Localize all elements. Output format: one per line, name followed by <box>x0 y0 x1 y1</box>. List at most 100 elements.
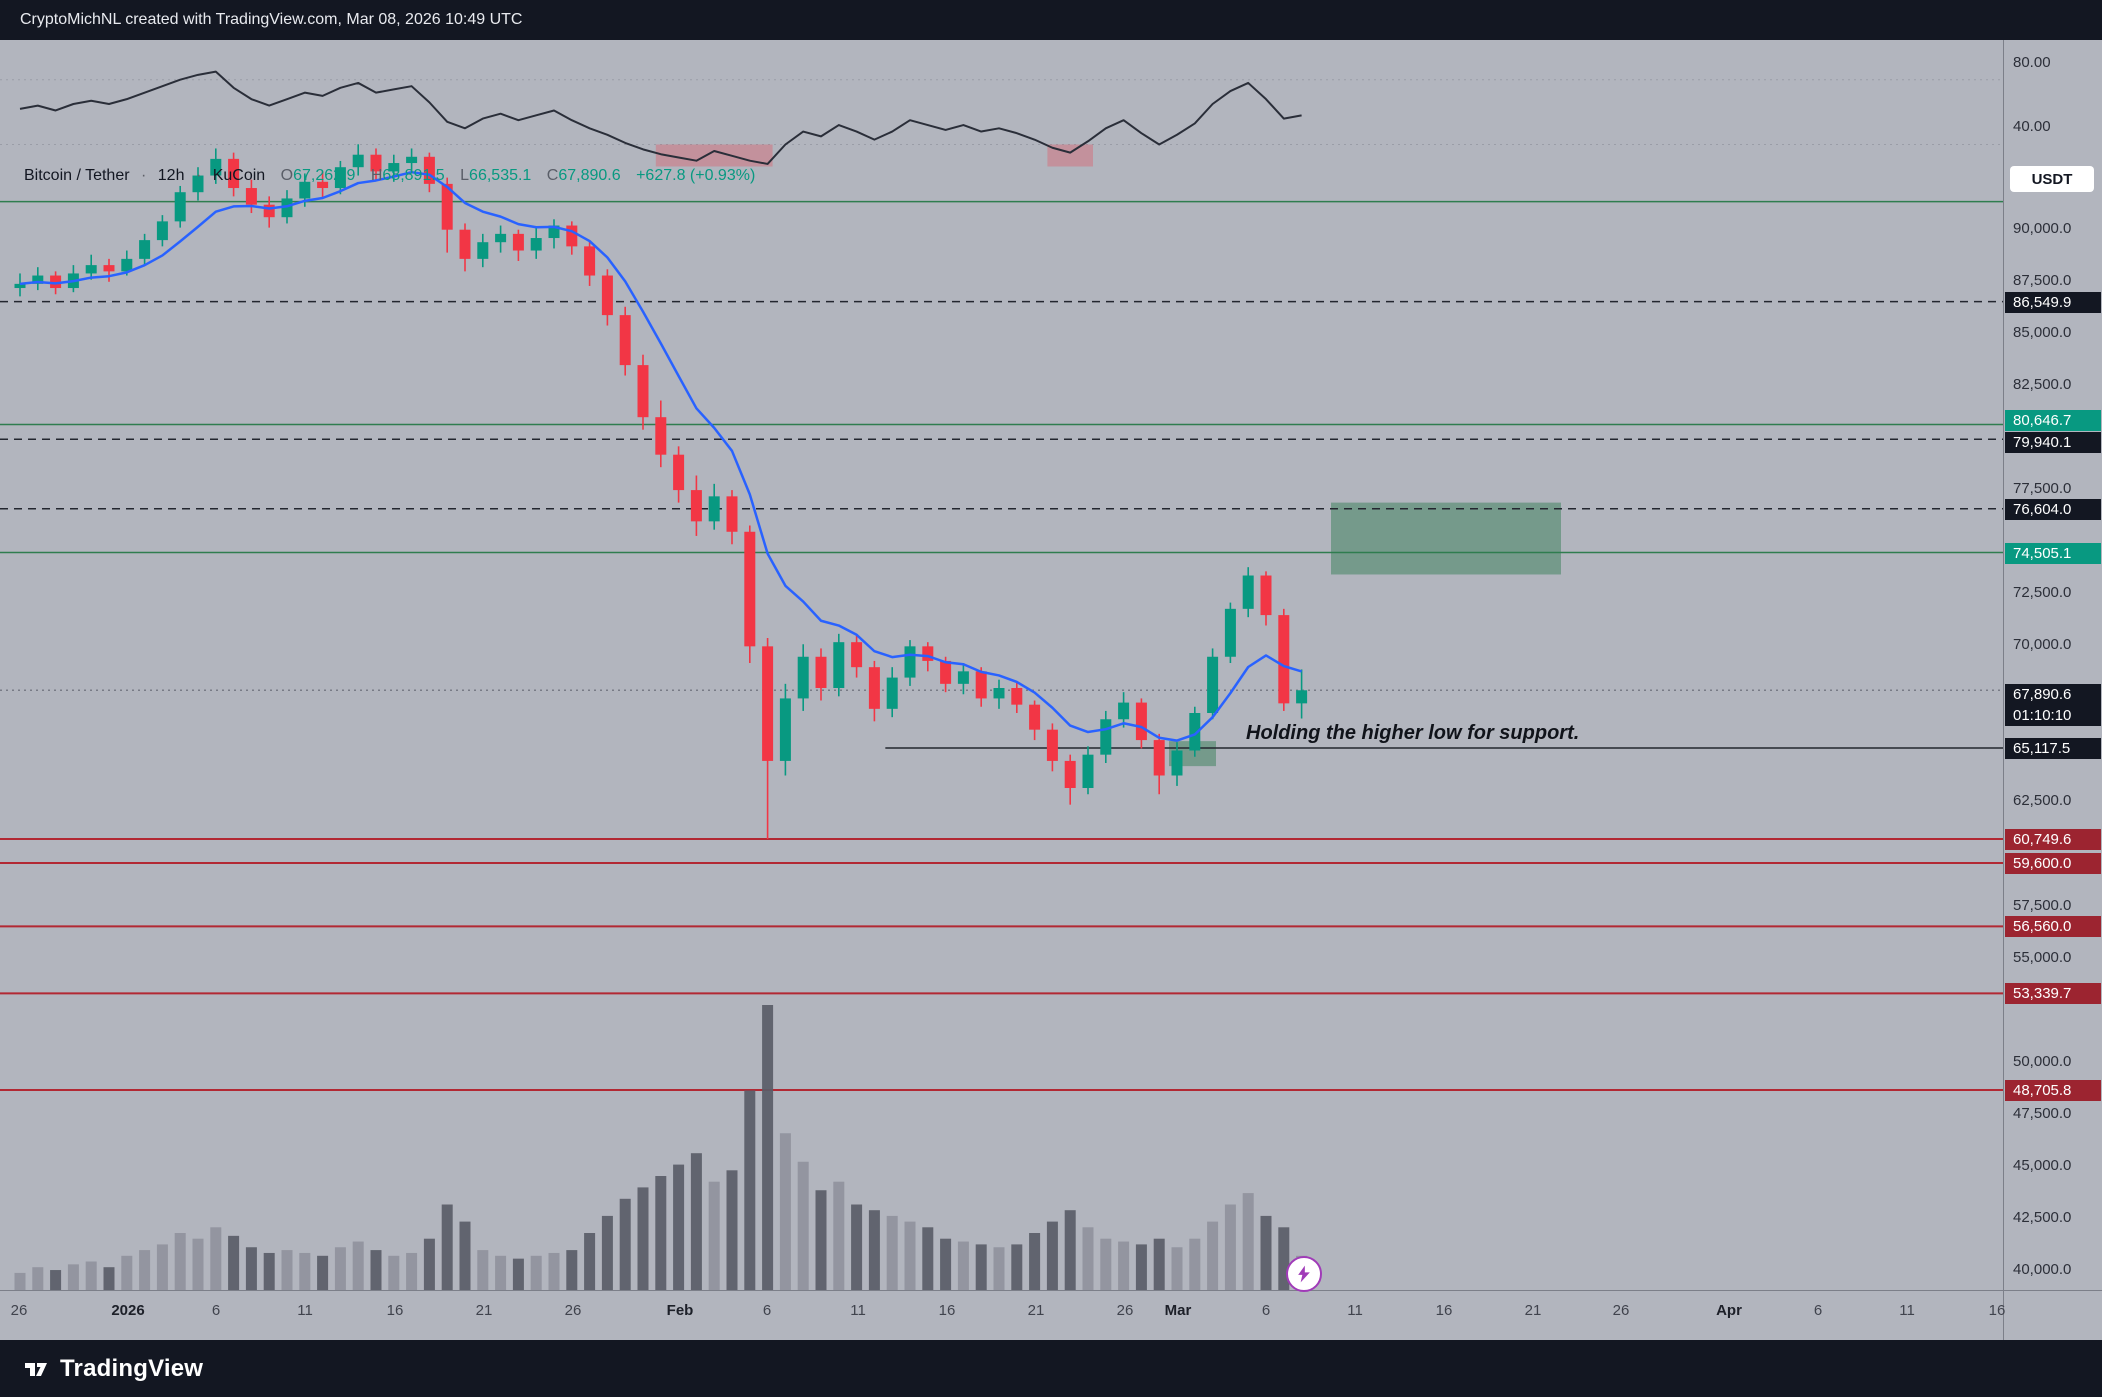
candle-body <box>797 656 809 699</box>
volume-bar <box>886 1215 898 1290</box>
volume-bar <box>299 1252 311 1290</box>
lightning-icon <box>1298 1265 1310 1283</box>
candle-body <box>744 531 756 647</box>
time-axis-label: 16 <box>938 1302 956 1319</box>
volume-bar <box>975 1244 987 1290</box>
volume-bar <box>1242 1193 1254 1290</box>
candle-body <box>1100 719 1112 755</box>
price-level-badge: 56,560.0 <box>2005 915 2101 937</box>
lightning-button[interactable] <box>1286 1256 1322 1292</box>
time-axis-label: 26 <box>10 1302 28 1319</box>
time-axis-label: 16 <box>386 1302 404 1319</box>
volume-bar <box>993 1247 1005 1290</box>
volume-bar <box>637 1187 649 1290</box>
volume-bar <box>1224 1204 1236 1290</box>
volume-bar <box>1171 1247 1183 1290</box>
candle-body <box>370 154 382 172</box>
price-axis-label: 40,000.0 <box>2013 1261 2072 1278</box>
volume-bar <box>228 1235 240 1290</box>
candle-body <box>904 646 916 678</box>
candle-body <box>1064 760 1076 788</box>
volume-bar <box>851 1204 863 1290</box>
volume-bar <box>1029 1233 1041 1290</box>
price-axis-label: 47,500.0 <box>2013 1105 2072 1122</box>
time-axis-label: 6 <box>1813 1302 1823 1319</box>
candle-body <box>1046 729 1058 761</box>
volume-bar <box>1153 1238 1165 1290</box>
symbol-name[interactable]: Bitcoin / Tether <box>24 167 130 184</box>
low-label: L <box>460 167 470 184</box>
candle-body <box>245 188 257 205</box>
price-level-badge: 76,604.0 <box>2005 498 2101 520</box>
tradingview-logo[interactable] <box>22 1355 50 1383</box>
price-axis-label: 82,500.0 <box>2013 376 2072 393</box>
volume-bar <box>1046 1221 1058 1290</box>
time-axis-label: 2026 <box>111 1302 145 1319</box>
volume-bar <box>744 1090 756 1290</box>
rsi-line <box>19 70 1302 165</box>
candle-body <box>726 496 738 532</box>
price-axis-label: 90,000.0 <box>2013 220 2072 237</box>
price-axis-label: 45,000.0 <box>2013 1157 2072 1174</box>
high-label: H <box>370 167 383 184</box>
candle-body <box>833 642 845 689</box>
candle-body <box>1135 702 1147 741</box>
candle-body <box>174 192 186 222</box>
volume-bar <box>441 1204 453 1290</box>
price-axis-label: 70,000.0 <box>2013 636 2072 653</box>
volume-bar <box>833 1181 845 1290</box>
volume-bar <box>1118 1241 1130 1290</box>
volume-bar <box>121 1255 133 1290</box>
candle-body <box>85 265 97 274</box>
volume-bar <box>495 1255 507 1290</box>
volume-bar <box>388 1255 400 1290</box>
candle-body <box>1260 575 1272 616</box>
time-axis-label: 11 <box>1899 1302 1915 1319</box>
topbar: CryptoMichNL created with TradingView.co… <box>0 0 2102 40</box>
candle-body <box>619 315 631 366</box>
legend-separator: · <box>141 167 147 184</box>
volume-bar <box>548 1252 560 1290</box>
chart-canvas[interactable] <box>0 40 2003 1290</box>
volume-bar <box>797 1161 809 1290</box>
interval-label[interactable]: 12h <box>157 167 185 184</box>
legend-separator: · <box>195 167 202 184</box>
annotation-text[interactable]: Holding the higher low for support. <box>1246 722 1580 744</box>
candle-body <box>1278 615 1290 704</box>
volume-bar <box>762 1005 774 1290</box>
zone-drawing[interactable] <box>1331 502 1561 575</box>
time-axis[interactable]: 26 2026 6 11 16 21 26 Feb 6 11 16 21 26 Mar 6 11 16 21 26 A… <box>0 1291 2102 1340</box>
price-level-badge: 65,117.5 <box>2005 737 2101 759</box>
price-axis-label: 72,500.0 <box>2013 584 2072 601</box>
candle-body <box>139 240 151 259</box>
high-value: 68,891.5 <box>382 167 445 184</box>
candle-body <box>886 677 898 709</box>
footer: TradingView <box>0 1340 2102 1397</box>
candle-body <box>1296 690 1308 704</box>
price-axis[interactable]: USDT 67,890.6 01:10:10 80.00 40.00 90,000.… <box>2004 40 2102 1290</box>
candle-body <box>334 167 346 189</box>
candle-body <box>940 660 952 684</box>
volume-bar <box>673 1164 685 1290</box>
indicator-axis-label: 40.00 <box>2013 118 2051 135</box>
price-level-badge: 53,339.7 <box>2005 982 2101 1004</box>
close-label: C <box>546 167 559 184</box>
bar-countdown: 01:10:10 <box>2013 707 2072 724</box>
volume-bar <box>708 1181 720 1290</box>
candle-body <box>922 646 934 661</box>
volume-bar <box>940 1238 952 1290</box>
candle-body <box>655 417 667 455</box>
volume-bar <box>619 1198 631 1290</box>
price-axis-label: 42,500.0 <box>2013 1209 2072 1226</box>
time-axis-label: 26 <box>1116 1302 1134 1319</box>
time-axis-separator <box>0 1290 2102 1291</box>
volume-bar <box>1064 1210 1076 1290</box>
time-axis-label: 21 <box>1027 1302 1045 1319</box>
time-axis-label: 6 <box>1261 1302 1271 1319</box>
candle-body <box>495 233 507 243</box>
currency-toggle-button[interactable]: USDT <box>2010 166 2094 192</box>
symbol-legend[interactable]: Bitcoin / Tether · 12h · KuCoin O67,262.… <box>24 167 755 185</box>
candle-body <box>50 275 62 289</box>
ema-line <box>19 170 1302 742</box>
last-price-value: 67,890.6 <box>2013 686 2072 703</box>
